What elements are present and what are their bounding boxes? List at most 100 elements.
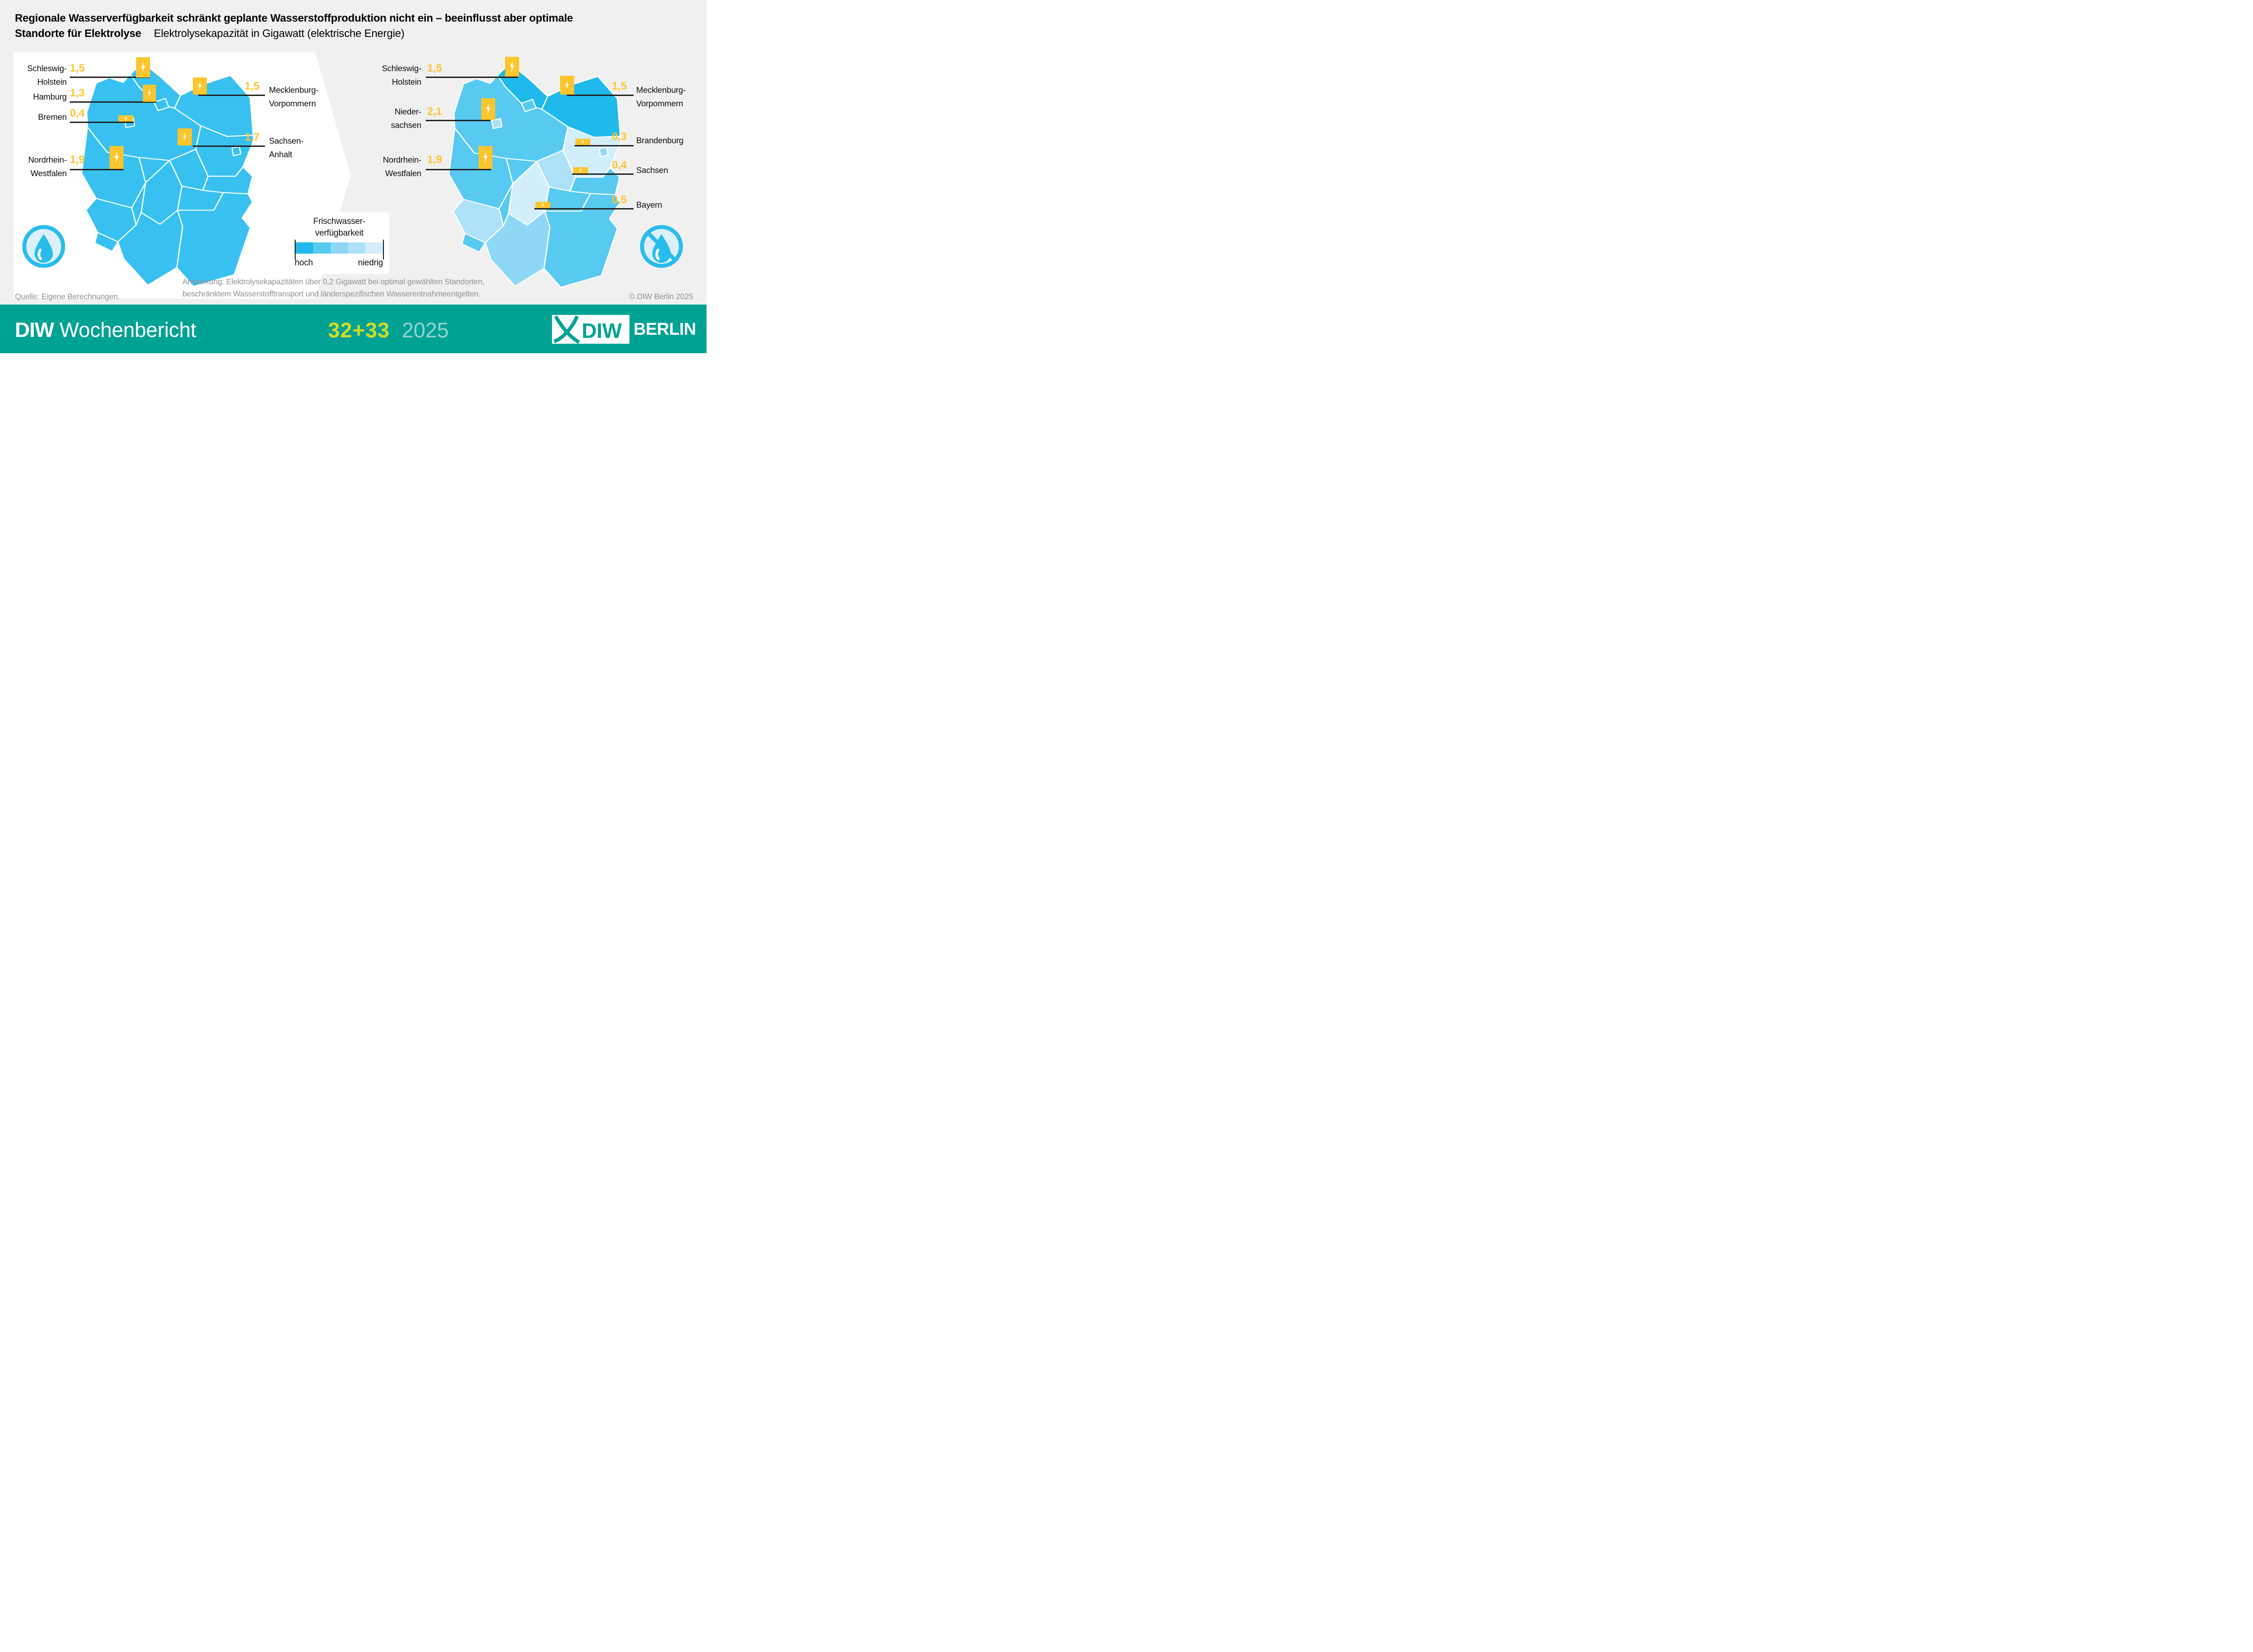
electrolyzer-battery-icon xyxy=(479,146,493,169)
diw-berlin-logo: DIW BERLIN xyxy=(552,315,696,344)
state-berlin xyxy=(231,146,242,156)
germany-map-left xyxy=(81,62,255,287)
callout-label: Sachsen- Anhalt xyxy=(269,136,304,159)
electrolyzer-battery-icon xyxy=(573,167,588,173)
title-line2: Standorte für Elektrolyse xyxy=(15,27,141,40)
svg-text:DIW: DIW xyxy=(582,319,622,342)
lightning-bolt-icon xyxy=(565,80,569,90)
state-bremen xyxy=(491,118,503,129)
state-hamburg xyxy=(154,98,169,111)
callout-line xyxy=(575,145,634,146)
lightning-bolt-icon xyxy=(147,88,151,98)
diw-logo-mark: DIW xyxy=(552,315,629,344)
water-drop-icon xyxy=(22,225,65,268)
state-sachsen xyxy=(202,166,253,195)
note-text: Anmerkung: Elektrolysekapazitäten über 0… xyxy=(182,276,484,300)
electrolyzer-battery-icon xyxy=(535,202,550,208)
callout-line xyxy=(567,95,634,96)
callout-label: Mecklenburg- Vorpommern xyxy=(269,85,319,108)
lightning-bolt-icon xyxy=(114,151,119,164)
callout-line xyxy=(426,77,518,78)
state-berlin xyxy=(598,146,609,157)
issue-year: 2025 xyxy=(401,318,449,342)
legend-label-low: niedrig xyxy=(358,258,383,268)
callout-value: 1,5 xyxy=(612,80,627,92)
lightning-bolt-icon xyxy=(483,151,488,164)
legend-color-scale xyxy=(296,242,383,254)
lightning-bolt-icon xyxy=(141,61,145,73)
legend-step-5 xyxy=(365,242,383,254)
state-bayern xyxy=(176,192,253,287)
callout-value: 1,9 xyxy=(427,154,442,166)
legend-card: Frischwasser- verfügbarkeit hoch niedrig xyxy=(289,212,389,274)
legend-label-high: hoch xyxy=(295,258,313,268)
water-drop-crossed-icon xyxy=(640,225,683,268)
callout-label: Brandenburg xyxy=(636,136,684,145)
callout-label: Nieder- sachsen xyxy=(391,107,421,130)
lightning-bolt-icon xyxy=(124,116,128,121)
callout-value: 1,5 xyxy=(427,62,442,74)
lightning-bolt-icon xyxy=(486,103,490,115)
state-saarland xyxy=(461,232,486,253)
lightning-bolt-icon xyxy=(581,139,584,145)
callout-line xyxy=(70,169,123,170)
electrolyzer-battery-icon xyxy=(505,57,519,77)
callout-label: Bayern xyxy=(636,200,662,209)
germany-map-right xyxy=(448,63,622,288)
electrolyzer-battery-icon xyxy=(109,146,123,169)
callout-value: 0,4 xyxy=(612,159,627,171)
state-hamburg xyxy=(521,99,537,112)
legend-title: Frischwasser- verfügbarkeit xyxy=(313,217,365,238)
callout-value: 1,5 xyxy=(245,80,260,92)
issue-number: 32+33 xyxy=(328,318,390,342)
callout-label: Hamburg xyxy=(33,92,67,101)
logo-berlin-text: BERLIN xyxy=(634,319,696,339)
callout-label: Schleswig- Holstein xyxy=(382,64,422,86)
callout-value: 0,5 xyxy=(612,194,627,206)
legend-tick-right xyxy=(383,240,384,259)
electrolyzer-battery-icon xyxy=(136,57,150,77)
source-text: Quelle: Eigene Berechnungen. xyxy=(15,292,120,301)
legend-step-4 xyxy=(348,242,366,254)
note-line2: beschränktem Wasserstofftransport und lä… xyxy=(182,289,481,298)
callout-line xyxy=(426,169,491,170)
legend-step-2 xyxy=(313,242,331,254)
electrolyzer-battery-icon xyxy=(560,76,574,95)
callout-line xyxy=(193,146,265,147)
callout-value: 1,7 xyxy=(245,131,260,143)
callout-line xyxy=(572,173,634,175)
brand-wochenbericht: Wochenbericht xyxy=(59,318,196,341)
callout-value: 1,5 xyxy=(70,62,85,74)
callout-label: Mecklenburg- Vorpommern xyxy=(636,85,686,108)
title-line1: Regionale Wasserverfügbarkeit schränkt g… xyxy=(15,12,573,24)
callout-line xyxy=(534,208,634,209)
callout-label: Sachsen xyxy=(636,165,668,175)
electrolyzer-battery-icon xyxy=(575,139,590,145)
issue-block: 32+33 2025 xyxy=(328,318,449,342)
lightning-bolt-icon xyxy=(183,132,187,142)
lightning-bolt-icon xyxy=(541,202,544,208)
callout-line xyxy=(198,95,265,96)
page-title: Regionale Wasserverfügbarkeit schränkt g… xyxy=(15,11,573,41)
callout-label: Bremen xyxy=(38,112,67,122)
lightning-bolt-icon xyxy=(510,61,514,73)
subtitle: Elektrolysekapazität in Gigawatt (elektr… xyxy=(154,27,405,40)
legend-tick-left xyxy=(295,240,296,259)
callout-value: 1,9 xyxy=(70,154,85,166)
publication-brand: DIW Wochenbericht xyxy=(15,318,196,342)
callout-value: 1,3 xyxy=(70,87,85,99)
state-saarland xyxy=(94,232,119,252)
copyright-text: © DIW Berlin 2025 xyxy=(629,292,693,301)
callout-value: 0,4 xyxy=(70,107,85,119)
callout-line xyxy=(70,101,156,103)
electrolyzer-battery-icon xyxy=(481,98,495,120)
callout-line xyxy=(70,77,150,78)
lightning-bolt-icon xyxy=(579,168,582,173)
brand-diw: DIW xyxy=(15,318,54,341)
callout-label: Nordrhein- Westfalen xyxy=(383,155,422,178)
lightning-bolt-icon xyxy=(198,81,202,91)
electrolyzer-battery-icon xyxy=(143,85,156,102)
legend-step-1 xyxy=(296,242,313,254)
callout-label: Nordrhein- Westfalen xyxy=(28,155,67,178)
callout-line xyxy=(70,122,134,123)
